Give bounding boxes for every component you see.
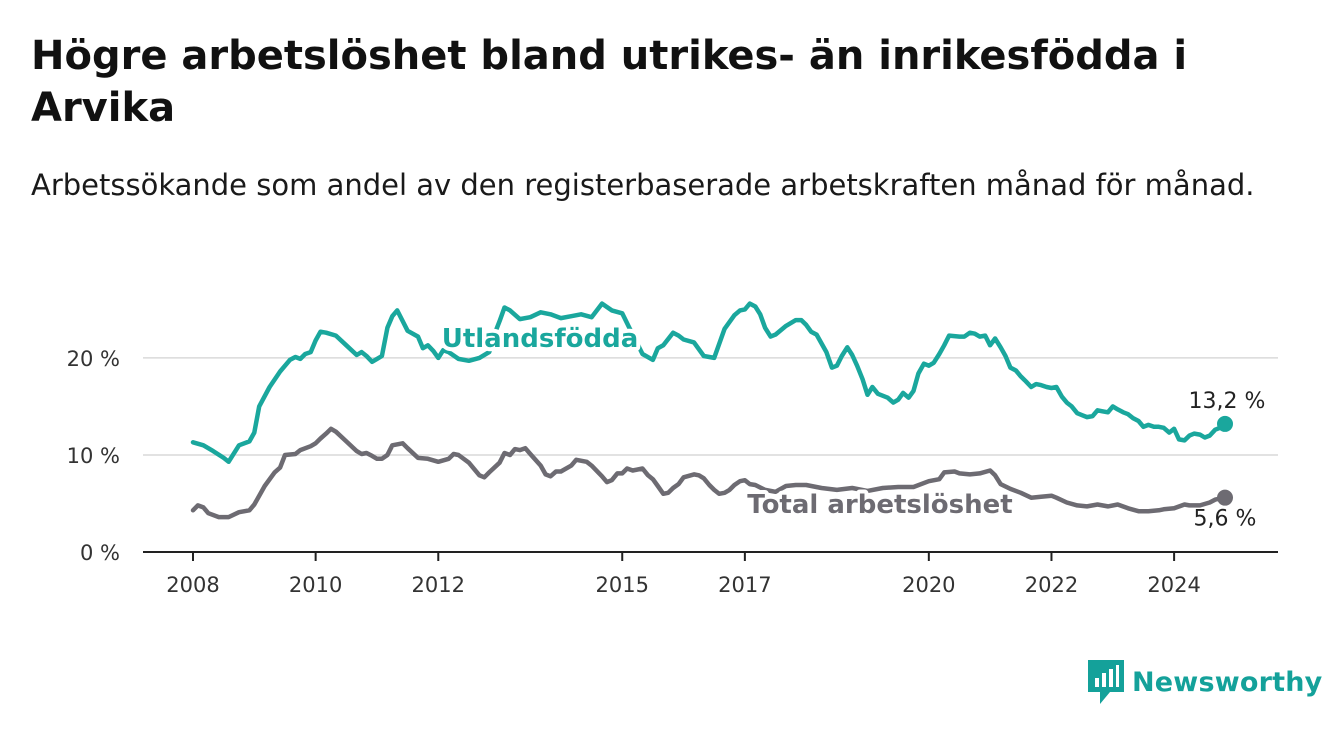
series-1-label-halo: Total arbetslöshet bbox=[747, 490, 1012, 520]
x-tick-label: 2017 bbox=[718, 573, 771, 597]
series-0-label: Utlandsfödda bbox=[442, 324, 639, 354]
grid-layer: 0 % 10 % 20 % 2008 2010 2012 2015 2017 2020 2022 2… bbox=[67, 347, 1278, 597]
chart-subtitle: Arbetssökande som andel av den registerb… bbox=[31, 168, 1255, 202]
x-tick-label: 2020 bbox=[902, 573, 955, 597]
series-line-1 bbox=[190, 426, 1228, 520]
newsworthy-logo: Newsworthy bbox=[1088, 660, 1322, 704]
x-tick-label: 2008 bbox=[166, 573, 219, 597]
y-tick-label: 20 % bbox=[67, 347, 120, 371]
line-chart: 0 % 10 % 20 % 2008 2010 2012 2015 2017 2020 2022 2… bbox=[67, 301, 1278, 597]
brand-name: Newsworthy bbox=[1132, 666, 1323, 698]
x-tick-label: 2024 bbox=[1147, 573, 1200, 597]
x-tick-label: 2012 bbox=[412, 573, 465, 597]
x-tick-label: 2022 bbox=[1025, 573, 1078, 597]
y-tick-label: 0 % bbox=[80, 541, 120, 565]
newsworthy-logo-icon bbox=[1088, 660, 1124, 704]
series-0-end-value: 13,2 % bbox=[1189, 389, 1266, 414]
series-1-end-marker bbox=[1217, 489, 1233, 506]
series-line-0 bbox=[190, 301, 1228, 465]
chart-title: Högre arbetslöshet bland utrikes- än inr… bbox=[31, 33, 1188, 131]
series-0-end-marker bbox=[1217, 415, 1233, 432]
series-0-label-halo: Utlandsfödda bbox=[442, 324, 639, 354]
series-1-end-value: 5,6 % bbox=[1194, 507, 1257, 532]
series-1-label: Total arbetslöshet bbox=[747, 490, 1012, 520]
x-tick-label: 2010 bbox=[289, 573, 342, 597]
line-layer bbox=[190, 301, 1233, 520]
x-tick-label: 2015 bbox=[596, 573, 649, 597]
y-tick-label: 10 % bbox=[67, 444, 120, 468]
